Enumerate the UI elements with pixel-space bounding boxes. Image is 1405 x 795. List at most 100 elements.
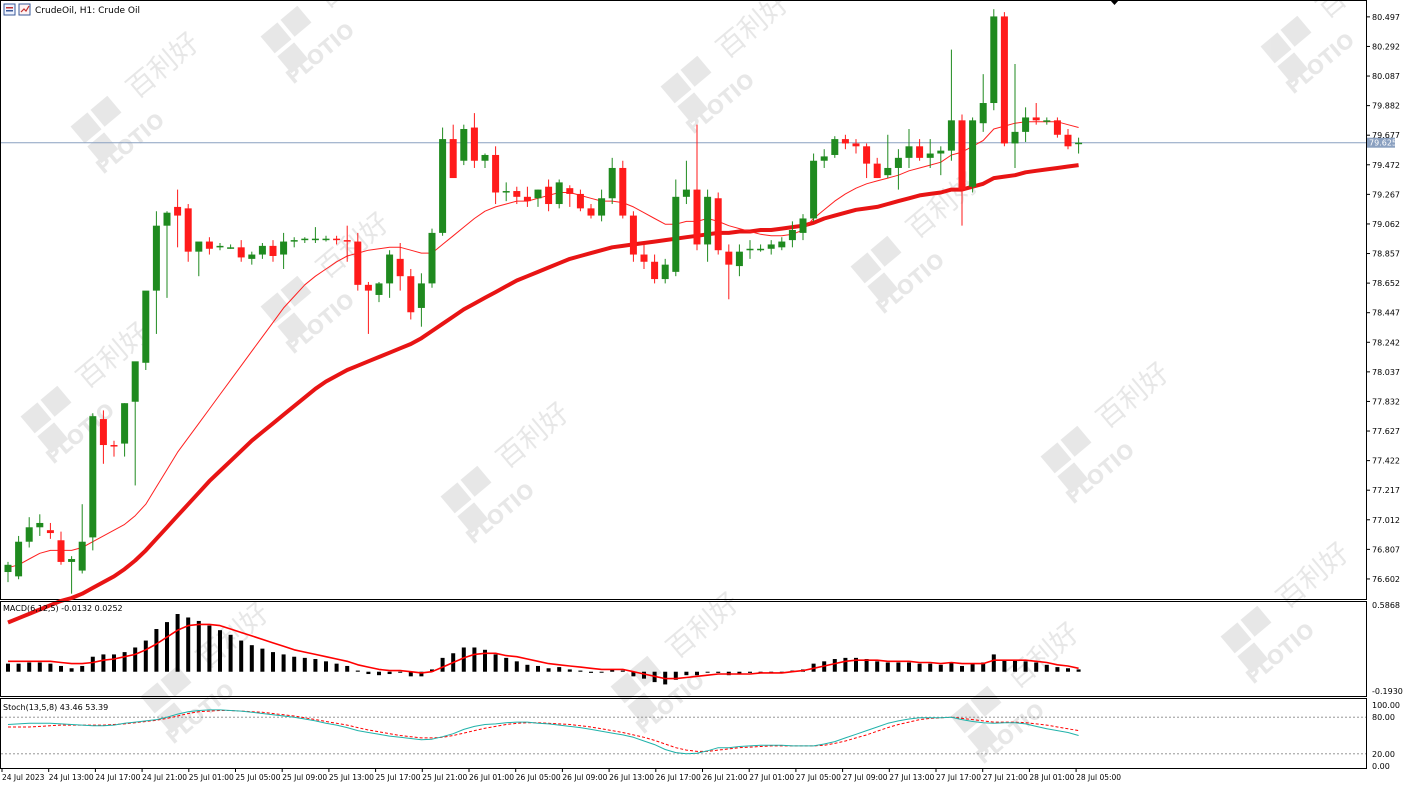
- macd-bar: [716, 671, 721, 673]
- candle: [969, 117, 977, 193]
- candle-body: [110, 445, 118, 447]
- candle-body: [810, 160, 818, 219]
- candle: [640, 244, 648, 269]
- macd-bar: [705, 671, 710, 673]
- candle-body: [672, 196, 680, 272]
- candle-body: [1043, 120, 1051, 122]
- candle-body: [78, 541, 86, 571]
- candle: [937, 146, 945, 176]
- candle-body: [969, 120, 977, 187]
- candle: [184, 204, 192, 262]
- candle-body: [152, 225, 160, 291]
- candle: [799, 214, 807, 241]
- candle: [757, 244, 765, 252]
- candle-body: [470, 127, 478, 161]
- candle: [364, 281, 372, 334]
- price-tick-label: 77.627: [1372, 427, 1400, 436]
- macd-bar: [1013, 660, 1017, 672]
- candle-body: [905, 146, 913, 158]
- candle-body: [439, 139, 447, 233]
- candle: [873, 157, 881, 179]
- chart-shift-marker[interactable]: [1110, 0, 1119, 5]
- symbol-title: CrudeOil, H1: Crude Oil: [35, 6, 140, 16]
- main-pane-border: [0, 0, 1367, 600]
- candle: [788, 221, 796, 248]
- candle: [693, 124, 701, 251]
- time-tick-label: 27 Jul 17:00: [936, 773, 981, 782]
- time-tick-label: 26 Jul 17:00: [656, 773, 701, 782]
- candle-body: [513, 191, 521, 197]
- macd-bar: [175, 614, 180, 672]
- candle: [894, 149, 902, 190]
- candle-body: [852, 143, 860, 147]
- candle-body: [227, 247, 235, 249]
- candle-body: [714, 198, 722, 251]
- candle-body: [831, 139, 839, 155]
- candle: [460, 124, 468, 166]
- macd-bar: [324, 661, 328, 672]
- time-tick-label: 25 Jul 17:00: [376, 773, 421, 782]
- macd-bar: [90, 656, 95, 672]
- candle: [725, 244, 733, 300]
- candle-body: [704, 196, 712, 245]
- candle-body: [248, 254, 256, 259]
- candle-body: [841, 139, 849, 144]
- stochastic-signal-line: [8, 710, 1079, 752]
- candle: [598, 189, 606, 222]
- macd-tick-label: 0.5868: [1372, 601, 1400, 610]
- chart-type-icon[interactable]: [3, 3, 16, 16]
- macd-bar: [313, 659, 318, 672]
- macd-bar: [917, 663, 922, 672]
- candle-body: [396, 258, 404, 277]
- candle-body: [333, 238, 341, 241]
- candle: [417, 273, 425, 327]
- time-tick-label: 24 Jul 13:00: [49, 773, 94, 782]
- macd-pane: MACD(6,12,5) -0.0132 0.0252 0.5868 -0.193…: [0, 601, 1403, 697]
- candle: [195, 241, 203, 277]
- candle: [290, 237, 298, 248]
- candle: [57, 531, 65, 565]
- candle-body: [460, 128, 468, 161]
- macd-signal-line: [8, 623, 1079, 680]
- candle-body: [884, 167, 892, 176]
- candle: [25, 517, 33, 548]
- candle-body: [640, 254, 648, 262]
- candle: [884, 134, 892, 179]
- candle: [534, 189, 542, 207]
- candle-body: [1032, 117, 1040, 121]
- price-axis: 80.497 80.292 80.087 79.882 79.677 79.472 79.2…: [1366, 13, 1400, 584]
- candle: [386, 250, 394, 298]
- macd-bar: [292, 656, 297, 672]
- price-tick-label: 79.267: [1372, 190, 1400, 199]
- candle: [4, 561, 12, 583]
- candle-body: [216, 245, 224, 248]
- time-tick-label: 27 Jul 01:00: [749, 773, 794, 782]
- candle: [651, 254, 659, 284]
- macd-bar: [334, 663, 339, 672]
- symbol-properties-icon[interactable]: [18, 3, 31, 16]
- macd-bar: [302, 657, 307, 672]
- macd-histogram: [6, 614, 1081, 685]
- candle-body: [417, 283, 425, 308]
- candle: [110, 440, 118, 457]
- candle-body: [386, 254, 394, 284]
- current-price-label: 79.625: [1369, 139, 1397, 148]
- candle: [831, 136, 839, 158]
- candle: [916, 139, 924, 161]
- price-tick-label: 80.497: [1372, 13, 1400, 22]
- candle-body: [311, 238, 319, 241]
- macd-bar: [567, 669, 572, 672]
- stochastic-levels: [1, 716, 1366, 755]
- candle: [555, 179, 563, 209]
- time-tick-label: 26 Jul 13:00: [609, 773, 654, 782]
- candle: [820, 149, 828, 168]
- macd-bar: [991, 654, 996, 672]
- candle: [990, 9, 998, 111]
- candle-body: [301, 238, 309, 241]
- candle-body: [89, 416, 97, 538]
- price-tick-label: 79.882: [1372, 102, 1400, 111]
- candle-body: [937, 150, 945, 154]
- candle: [704, 189, 712, 262]
- macd-pane-border: [0, 601, 1367, 697]
